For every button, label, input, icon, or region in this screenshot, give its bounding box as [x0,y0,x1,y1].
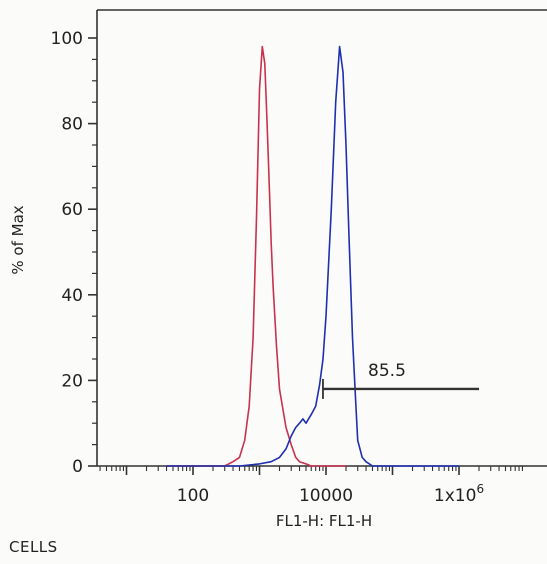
x-tick-label: 1x106 [434,482,484,506]
y-tick-label: 0 [72,457,83,477]
y-tick-label: 20 [61,371,83,391]
x-tick-label: 100 [177,486,209,506]
gate-percentage-label: 85.5 [368,361,406,381]
histogram-series-1 [166,45,346,467]
plot-frame [96,9,547,467]
series-layer [166,45,459,467]
y-axis-title: % of Max [9,205,27,274]
annotation-layer: 85.5 [322,361,480,399]
y-tick-label: 100 [51,29,83,49]
histogram-series-2 [166,45,459,467]
y-tick-label: 80 [61,115,83,135]
x-axis-ticks: 100 10000 1x106 [99,466,524,506]
y-tick-label: 40 [61,286,83,306]
y-tick-label: 60 [61,200,83,220]
x-axis-title: FL1-H: FL1-H [276,512,372,530]
population-label: CELLS [9,538,58,556]
y-axis-ticks: 0 20 40 60 80 100 [51,29,97,477]
x-tick-label: 10000 [299,486,353,506]
